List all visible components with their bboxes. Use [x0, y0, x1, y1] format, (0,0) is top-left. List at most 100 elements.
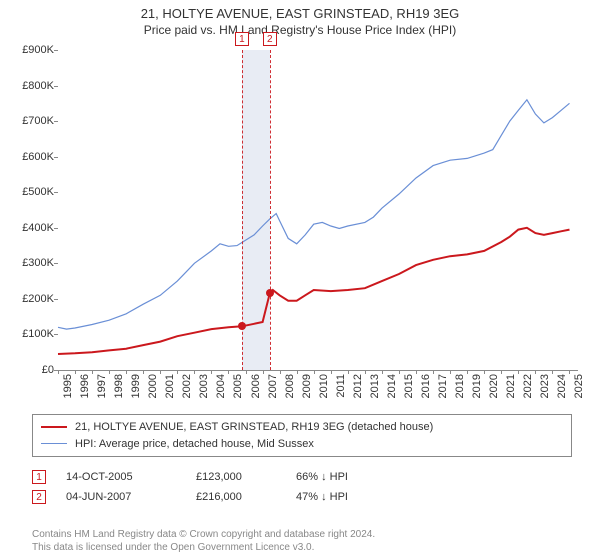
x-axis-tick: [297, 370, 298, 374]
x-axis-tick: [314, 370, 315, 374]
chart-subtitle: Price paid vs. HM Land Registry's House …: [0, 23, 600, 41]
y-axis-tick: [54, 192, 58, 193]
x-axis-label: 2019: [471, 374, 483, 398]
x-axis-label: 2021: [505, 374, 517, 398]
transaction-row: 1 14-OCT-2005 £123,000 66% ↓ HPI: [32, 467, 572, 487]
y-axis-tick: [54, 50, 58, 51]
x-axis-label: 2005: [232, 374, 244, 398]
x-axis-tick: [365, 370, 366, 374]
x-axis-tick: [92, 370, 93, 374]
x-axis-label: 2025: [573, 374, 585, 398]
series-line: [58, 100, 570, 329]
legend-box: 21, HOLTYE AVENUE, EAST GRINSTEAD, RH19 …: [32, 414, 572, 457]
x-axis-tick: [143, 370, 144, 374]
y-axis-label: £400K: [10, 222, 54, 234]
transaction-row: 2 04-JUN-2007 £216,000 47% ↓ HPI: [32, 487, 572, 507]
footer-attribution: Contains HM Land Registry data © Crown c…: [32, 528, 572, 554]
x-axis-tick: [194, 370, 195, 374]
price-marker: [266, 289, 274, 297]
legend-item: HPI: Average price, detached house, Mid …: [41, 436, 563, 453]
footer-line-2: This data is licensed under the Open Gov…: [32, 541, 572, 554]
x-axis-label: 1995: [62, 374, 74, 398]
x-axis-tick: [331, 370, 332, 374]
transaction-delta: 66% ↓ HPI: [296, 471, 406, 483]
x-axis-tick: [569, 370, 570, 374]
x-axis-label: 2002: [181, 374, 193, 398]
y-axis-label: £200K: [10, 293, 54, 305]
x-axis-tick: [58, 370, 59, 374]
x-axis-label: 2014: [386, 374, 398, 398]
series-line: [58, 228, 570, 354]
y-axis-label: £0: [10, 364, 54, 376]
y-axis-label: £900K: [10, 44, 54, 56]
x-axis-label: 2007: [267, 374, 279, 398]
y-axis-tick: [54, 121, 58, 122]
x-axis-tick: [450, 370, 451, 374]
legend-label: 21, HOLTYE AVENUE, EAST GRINSTEAD, RH19 …: [75, 419, 433, 436]
transaction-index-box: 1: [32, 470, 46, 484]
x-axis-tick: [399, 370, 400, 374]
y-axis-tick: [54, 157, 58, 158]
legend-swatch: [41, 443, 67, 444]
price-marker: [238, 322, 246, 330]
y-axis-tick: [54, 263, 58, 264]
x-axis-label: 2001: [164, 374, 176, 398]
x-axis-label: 2010: [318, 374, 330, 398]
x-axis-tick: [263, 370, 264, 374]
x-axis-label: 1999: [130, 374, 142, 398]
x-axis-tick: [228, 370, 229, 374]
transaction-delta: 47% ↓ HPI: [296, 491, 406, 503]
chart-container: 21, HOLTYE AVENUE, EAST GRINSTEAD, RH19 …: [0, 0, 600, 560]
vline-label: 1: [235, 32, 249, 46]
transaction-table: 1 14-OCT-2005 £123,000 66% ↓ HPI 2 04-JUN-200…: [32, 467, 572, 507]
series-svg: [58, 50, 578, 370]
x-axis-label: 2009: [301, 374, 313, 398]
x-axis-tick: [211, 370, 212, 374]
y-axis-label: £700K: [10, 115, 54, 127]
x-axis-label: 2013: [369, 374, 381, 398]
x-axis-label: 2017: [437, 374, 449, 398]
y-axis-label: £100K: [10, 328, 54, 340]
x-axis-tick: [484, 370, 485, 374]
x-axis-label: 2016: [420, 374, 432, 398]
x-axis-label: 2012: [352, 374, 364, 398]
legend-and-table: 21, HOLTYE AVENUE, EAST GRINSTEAD, RH19 …: [32, 414, 572, 507]
y-axis-tick: [54, 86, 58, 87]
x-axis-label: 2018: [454, 374, 466, 398]
x-axis-tick: [467, 370, 468, 374]
transaction-index-box: 2: [32, 490, 46, 504]
x-axis-tick: [177, 370, 178, 374]
x-axis-label: 1998: [113, 374, 125, 398]
reference-vline: [270, 50, 271, 370]
y-axis-label: £800K: [10, 80, 54, 92]
x-axis-label: 2004: [215, 374, 227, 398]
x-axis-label: 2011: [335, 374, 347, 398]
y-axis-tick: [54, 299, 58, 300]
x-axis-tick: [501, 370, 502, 374]
x-axis-label: 2000: [147, 374, 159, 398]
transaction-date: 14-OCT-2005: [66, 471, 176, 483]
transaction-price: £216,000: [196, 491, 276, 503]
transaction-date: 04-JUN-2007: [66, 491, 176, 503]
x-axis-tick: [348, 370, 349, 374]
x-axis-tick: [246, 370, 247, 374]
x-axis-tick: [160, 370, 161, 374]
legend-item: 21, HOLTYE AVENUE, EAST GRINSTEAD, RH19 …: [41, 419, 563, 436]
y-axis-tick: [54, 228, 58, 229]
x-axis-tick: [126, 370, 127, 374]
x-axis-label: 1996: [79, 374, 91, 398]
x-axis-tick: [433, 370, 434, 374]
x-axis-label: 2022: [522, 374, 534, 398]
transaction-price: £123,000: [196, 471, 276, 483]
y-axis-label: £300K: [10, 257, 54, 269]
footer-line-1: Contains HM Land Registry data © Crown c…: [32, 528, 572, 541]
x-axis-label: 2024: [556, 374, 568, 398]
vline-label: 2: [263, 32, 277, 46]
x-axis-label: 2020: [488, 374, 500, 398]
x-axis-tick: [280, 370, 281, 374]
x-axis-label: 2015: [403, 374, 415, 398]
legend-swatch: [41, 426, 67, 428]
x-axis-tick: [552, 370, 553, 374]
y-axis-tick: [54, 334, 58, 335]
y-axis-label: £500K: [10, 186, 54, 198]
